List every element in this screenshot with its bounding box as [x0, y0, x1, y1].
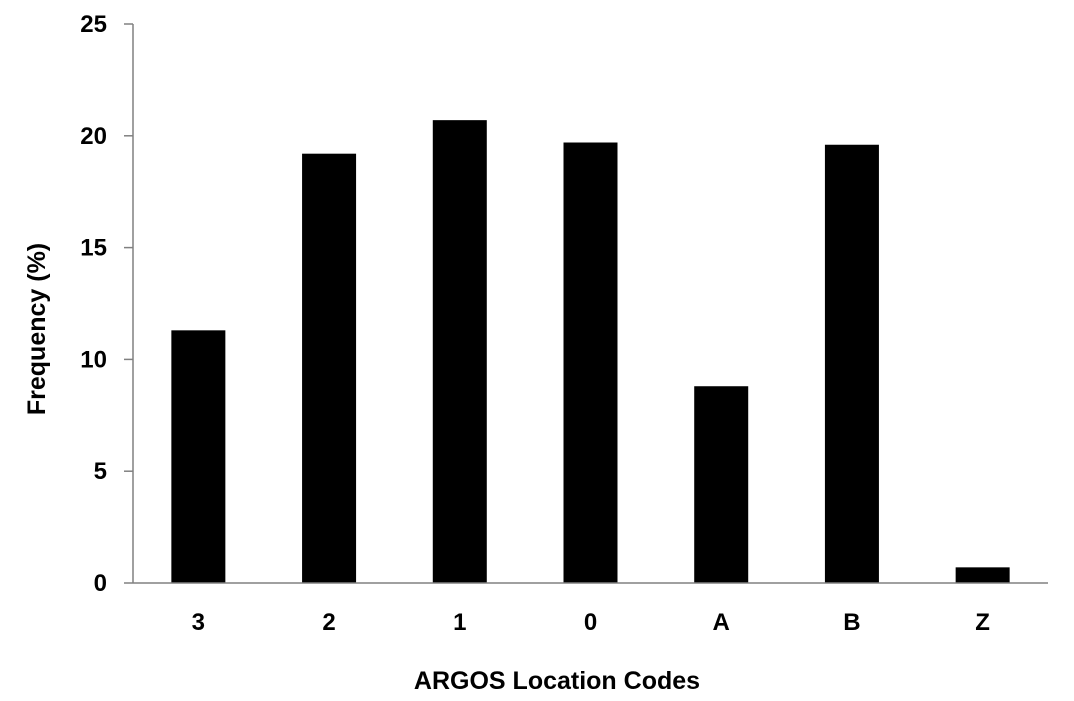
x-tick-label: 2: [322, 609, 335, 636]
y-tick-label: 15: [80, 235, 107, 262]
bar-A: [694, 386, 749, 583]
x-tick-label: A: [713, 609, 730, 636]
y-tick-label: 5: [94, 458, 107, 485]
x-tick-label: B: [843, 609, 860, 636]
x-tick-label: 1: [453, 609, 466, 636]
bars-layer: [171, 120, 1010, 584]
bar-3: [171, 330, 226, 583]
y-tick-label: 0: [94, 570, 107, 597]
y-axis-title: Frequency (%): [23, 243, 51, 415]
bar-1: [432, 120, 487, 583]
y-ticks-layer: 0 5 10 15 20 25: [80, 11, 133, 597]
x-axis-title: ARGOS Location Codes: [414, 667, 700, 695]
x-tick-label: Z: [975, 609, 990, 636]
x-tick-label: 0: [584, 609, 597, 636]
x-tick-label: 3: [192, 609, 205, 636]
y-tick-label: 20: [80, 123, 107, 150]
bar-Z: [955, 567, 1010, 583]
bar-2: [302, 153, 357, 584]
y-tick-label: 25: [80, 11, 107, 38]
y-tick-label: 10: [80, 346, 107, 373]
axes-layer: [132, 24, 1048, 584]
bar-0: [563, 142, 618, 583]
x-ticks-layer: 3 2 1 0 A B Z: [192, 609, 990, 636]
bar-B: [824, 144, 879, 583]
